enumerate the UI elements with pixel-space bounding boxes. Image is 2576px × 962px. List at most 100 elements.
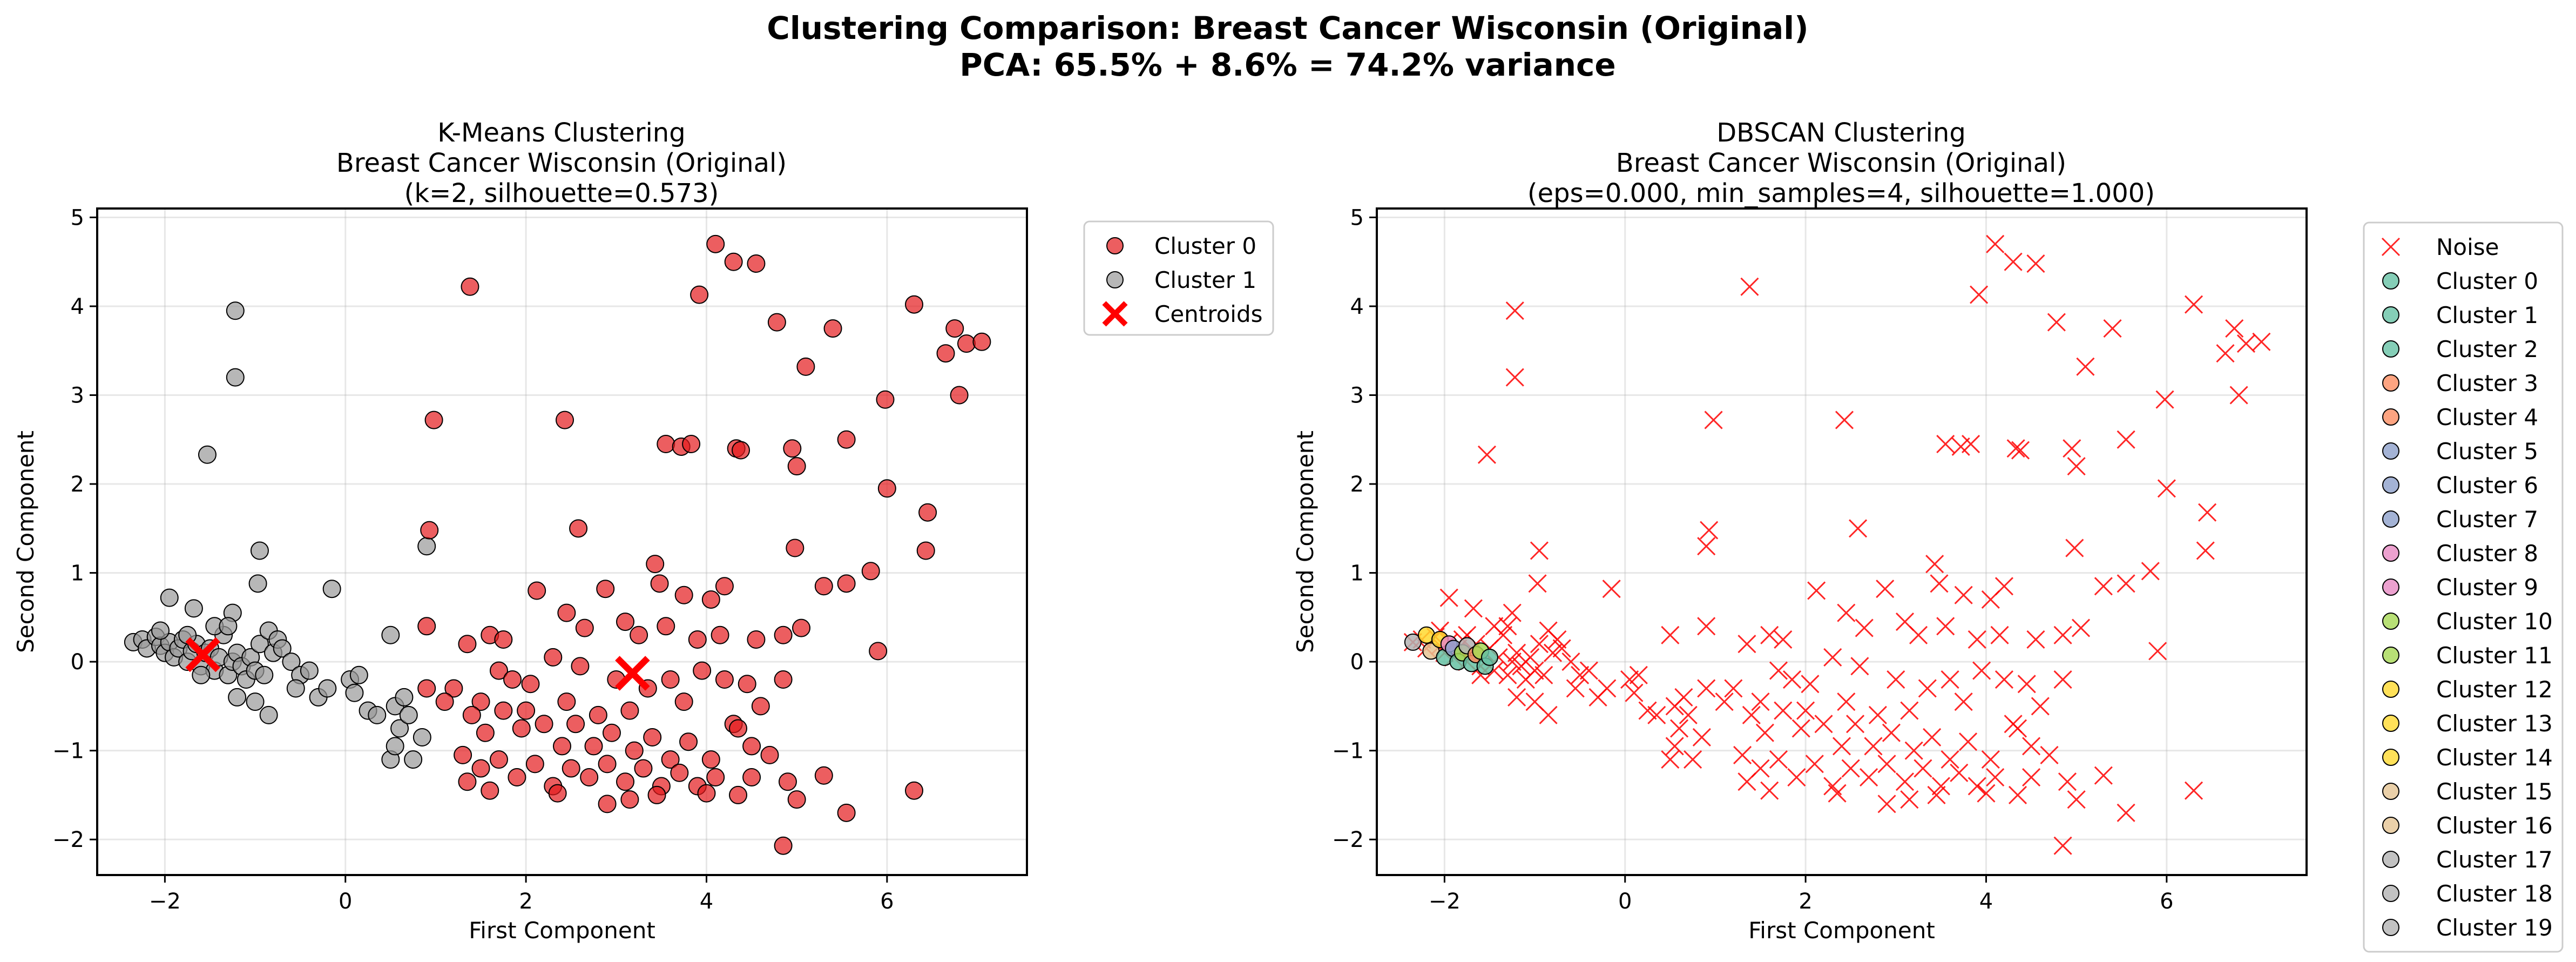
cluster0-point bbox=[682, 435, 701, 454]
legend-cluster-marker bbox=[2382, 408, 2399, 426]
noise-point bbox=[1981, 590, 2000, 609]
cluster0-point bbox=[837, 430, 856, 449]
noise-point bbox=[2067, 457, 2086, 476]
noise-point bbox=[1539, 705, 1558, 724]
y-tick-label: 4 bbox=[1350, 294, 1364, 319]
cluster0-point bbox=[729, 785, 748, 804]
noise-point bbox=[1909, 625, 1928, 644]
cluster0-point bbox=[646, 555, 665, 574]
x-tick-label: 0 bbox=[1618, 889, 1632, 914]
legend-cluster0-marker bbox=[1106, 237, 1124, 254]
cluster0-point bbox=[435, 692, 454, 711]
noise-point bbox=[1561, 652, 1580, 671]
cluster0-point bbox=[715, 670, 734, 689]
cluster1-point bbox=[390, 719, 409, 738]
legend-entry-label: Cluster 10 bbox=[2436, 608, 2553, 635]
cluster0-point bbox=[905, 781, 924, 800]
noise-point bbox=[1507, 688, 1526, 707]
cluster0-point bbox=[701, 750, 720, 769]
cluster0-point bbox=[711, 625, 729, 644]
noise-point bbox=[1697, 537, 1716, 556]
legend-entry-label: Cluster 6 bbox=[2436, 472, 2538, 499]
cluster1-point bbox=[250, 541, 269, 560]
cluster1-point bbox=[255, 665, 274, 684]
cluster0-point bbox=[778, 772, 797, 791]
noise-point bbox=[2103, 319, 2122, 338]
noise-point bbox=[1864, 737, 1883, 756]
legend-entry-label: Cluster 13 bbox=[2436, 710, 2553, 737]
cluster0-point bbox=[724, 252, 743, 271]
cluster0-point bbox=[556, 411, 574, 429]
noise-point bbox=[1787, 768, 1806, 787]
noise-point bbox=[1521, 648, 1540, 667]
noise-point bbox=[1841, 759, 1860, 778]
noise-point bbox=[1530, 635, 1549, 654]
legend-entry-label: Cluster 2 bbox=[2436, 336, 2538, 362]
legend-cluster-marker bbox=[2382, 851, 2399, 868]
cluster0-point bbox=[602, 723, 621, 742]
legend-cluster-marker bbox=[2382, 578, 2399, 596]
cluster0-point bbox=[557, 603, 576, 622]
cluster1-point bbox=[192, 665, 211, 684]
legend-entry-label: Cluster 5 bbox=[2436, 438, 2538, 465]
noise-point bbox=[1579, 661, 1598, 680]
kmeans-title-line2: Breast Cancer Wisconsin (Original) bbox=[336, 148, 787, 178]
legend-cluster-marker bbox=[2382, 681, 2399, 698]
noise-point bbox=[1505, 301, 1524, 320]
legend-cluster-marker bbox=[2382, 272, 2399, 290]
cluster0-point bbox=[503, 670, 522, 689]
noise-point bbox=[1962, 434, 1980, 454]
noise-point bbox=[1835, 411, 1854, 429]
legend-entry-label: Cluster 7 bbox=[2436, 506, 2538, 533]
y-tick-label: 4 bbox=[71, 294, 84, 319]
noise-point bbox=[1505, 368, 1524, 387]
cluster0-point bbox=[715, 577, 734, 596]
noise-point bbox=[1900, 790, 1919, 809]
legend-cluster-marker bbox=[2382, 510, 2399, 528]
cluster0-point bbox=[792, 618, 811, 637]
cluster1-point bbox=[282, 652, 301, 671]
noise-point bbox=[1503, 652, 1522, 671]
y-tick-label: 1 bbox=[1350, 561, 1364, 586]
noise-point bbox=[1697, 617, 1716, 636]
cluster0-point bbox=[837, 574, 856, 593]
legend-entry-label: Cluster 15 bbox=[2436, 778, 2553, 805]
y-tick-label: −2 bbox=[52, 828, 84, 852]
noise-point bbox=[2026, 630, 2045, 649]
cluster0-point bbox=[688, 630, 707, 649]
cluster1-point bbox=[228, 688, 247, 707]
kmeans-ticks: −2 0 2 4 6 −2 −1 0 1 2 3 4 5 bbox=[52, 205, 894, 914]
cluster0-point bbox=[454, 745, 472, 764]
noise-point bbox=[1832, 737, 1851, 756]
cluster0-point bbox=[494, 630, 513, 649]
cluster0-point bbox=[774, 670, 793, 689]
cluster1-point bbox=[246, 692, 265, 711]
noise-point bbox=[1683, 750, 1702, 769]
cluster0-point bbox=[634, 759, 653, 778]
noise-point bbox=[2225, 319, 2244, 338]
noise-point bbox=[1552, 639, 1571, 658]
noise-point bbox=[1751, 692, 1770, 711]
cluster0-point bbox=[569, 519, 588, 538]
dbscan-plot-frame bbox=[1376, 207, 2308, 876]
cluster0-point bbox=[625, 741, 644, 760]
noise-point bbox=[2216, 344, 2235, 363]
cluster0-point bbox=[732, 441, 751, 460]
noise-point bbox=[1994, 670, 2013, 689]
centroid-marker bbox=[185, 637, 220, 672]
cluster0-point bbox=[945, 319, 964, 338]
noise-point bbox=[2076, 357, 2095, 376]
noise-point bbox=[1941, 670, 1959, 689]
noise-point bbox=[1900, 701, 1919, 720]
legend-cluster-marker bbox=[2382, 817, 2399, 834]
cluster0-point bbox=[471, 692, 490, 711]
cluster0-point bbox=[869, 642, 888, 661]
noise-point bbox=[1791, 719, 1810, 738]
noise-point bbox=[1895, 772, 1915, 791]
noise-point bbox=[2053, 625, 2072, 644]
cluster0-point bbox=[566, 715, 585, 734]
noise-point bbox=[2022, 737, 2041, 756]
kmeans-grid bbox=[97, 208, 1027, 875]
cluster0-point bbox=[787, 457, 806, 476]
